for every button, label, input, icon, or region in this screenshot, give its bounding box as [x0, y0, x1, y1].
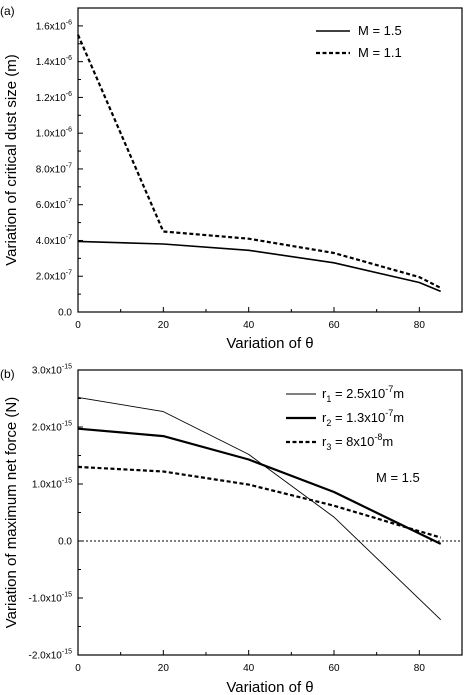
panel-label: (a) [0, 4, 15, 18]
x-tick-label: 80 [414, 320, 426, 331]
y-tick-label: 8.0x10-7 [36, 162, 72, 175]
x-tick-label: 0 [75, 320, 81, 331]
series-line-3 [77, 465, 442, 539]
plot-frame [77, 7, 463, 313]
x-axis-title: Variation of θ [226, 335, 313, 352]
y-tick-label: 3.0x10-15 [32, 364, 72, 377]
x-tick-label: 80 [414, 663, 426, 674]
y-tick-label: -1.0x10-15 [29, 592, 73, 605]
annotation-text: M = 1.5 [376, 470, 420, 485]
x-axis-title: Variation of θ [226, 679, 313, 695]
y-tick-label: 1.6x10-6 [36, 19, 72, 32]
x-tick-label: 60 [328, 663, 340, 674]
legend-label-2: M = 1.1 [358, 45, 402, 60]
y-axis-title: Variation of critical dust size (m) [3, 54, 20, 265]
chart-panel-a: (a) 0 20 40 60 80 0.0 2.0x10-7 4.0x10-7 6.0x10-7 8… [0, 4, 463, 352]
y-tick-label: 1.0x10-6 [36, 127, 72, 140]
y-tick-label: 4.0x10-7 [36, 234, 72, 247]
series-line-1 [77, 240, 442, 293]
x-tick-label: 20 [158, 663, 170, 674]
y-tick-label: 2.0x10-15 [32, 421, 72, 434]
y-axis-title: Variation of maximum net force (N) [3, 397, 20, 628]
y-tick-label: 1.0x10-15 [32, 478, 72, 491]
x-tick-label: 40 [243, 320, 255, 331]
y-tick-label: 1.2x10-6 [36, 91, 72, 104]
y-tick-label: 0.0 [58, 308, 72, 319]
legend-label-3: r3 = 8x10-8m [322, 432, 393, 452]
x-tick-label: 0 [75, 663, 81, 674]
series-line-1 [77, 396, 442, 621]
x-tick-label: 20 [158, 320, 170, 331]
legend-label-2: r2 = 1.3x10-7m [322, 408, 404, 428]
y-tick-label: 2.0x10-7 [36, 270, 72, 283]
y-tick-label: -2.0x10-15 [29, 649, 73, 662]
legend-label-1: r1 = 2.5x10-7m [322, 384, 404, 404]
y-tick-label: 1.4x10-6 [36, 55, 72, 68]
series-line-2 [77, 427, 442, 545]
panel-label: (b) [0, 367, 15, 381]
series-line-2 [76, 34, 442, 289]
chart-panel-b: (b) 0 20 40 60 80 -2.0x10-15 -1.0x10-15 0.0 1.0x1… [0, 364, 463, 695]
x-tick-label: 40 [243, 663, 255, 674]
legend-label-1: M = 1.5 [358, 23, 402, 38]
plot-frame [77, 369, 463, 656]
x-tick-label: 60 [328, 320, 340, 331]
y-tick-label: 6.0x10-7 [36, 198, 72, 211]
y-tick-label: 0.0 [58, 537, 72, 548]
